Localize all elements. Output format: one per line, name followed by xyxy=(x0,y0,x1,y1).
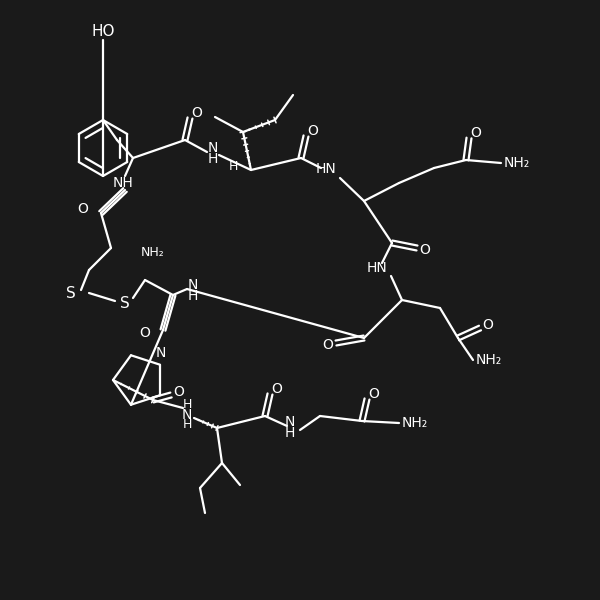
Text: S: S xyxy=(66,286,76,301)
Text: N: N xyxy=(188,278,198,292)
Text: NH: NH xyxy=(113,176,133,190)
Text: NH₂: NH₂ xyxy=(141,247,165,259)
Text: O: O xyxy=(419,243,430,257)
Text: O: O xyxy=(308,124,319,138)
Text: NH₂: NH₂ xyxy=(504,156,530,170)
Text: N: N xyxy=(208,141,218,155)
Text: O: O xyxy=(191,106,202,120)
Text: HO: HO xyxy=(91,25,115,40)
Text: O: O xyxy=(482,318,493,332)
Text: O: O xyxy=(173,385,184,399)
Text: H: H xyxy=(188,289,198,303)
Text: HN: HN xyxy=(367,261,388,275)
Text: N: N xyxy=(182,408,192,422)
Text: H: H xyxy=(229,160,238,173)
Text: N: N xyxy=(156,346,166,360)
Text: NH₂: NH₂ xyxy=(476,353,502,367)
Text: S: S xyxy=(120,295,130,311)
Text: H: H xyxy=(182,398,191,412)
Text: O: O xyxy=(272,382,283,396)
Text: H: H xyxy=(182,419,191,431)
Text: H: H xyxy=(285,426,295,440)
Text: O: O xyxy=(470,126,481,140)
Text: O: O xyxy=(323,338,334,352)
Text: O: O xyxy=(368,387,379,401)
Text: O: O xyxy=(77,202,88,216)
Text: NH₂: NH₂ xyxy=(402,416,428,430)
Text: H: H xyxy=(208,152,218,166)
Text: O: O xyxy=(140,326,151,340)
Text: N: N xyxy=(285,415,295,429)
Text: HN: HN xyxy=(316,162,337,176)
